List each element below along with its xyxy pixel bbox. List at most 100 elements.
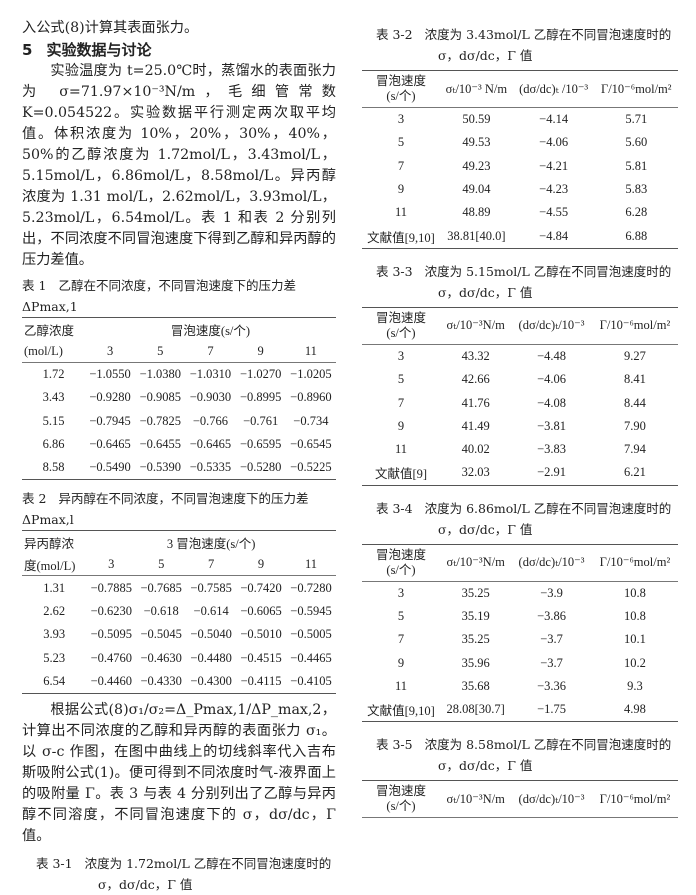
caption-text-line2: σ，dσ/dc，Γ 值 [438, 284, 533, 300]
caption-text: 异丙醇在不同浓度，不同冒泡速度下的压力差 ΔPmax,l [22, 491, 309, 528]
table-cell: −2.91 [537, 465, 567, 480]
caption-number: 表 3-1 [36, 855, 73, 871]
column-header: σₜ/10⁻³N/m [440, 307, 512, 345]
table-cell: 49.23 [462, 158, 491, 173]
table-cell: −0.761 [243, 413, 279, 428]
table-cell: 6.86 [42, 437, 65, 452]
table-row: 3 35.25 −3.9 10.8 [362, 581, 678, 605]
table-cell: −4.14 [539, 112, 569, 127]
table-cell: −0.5280 [239, 460, 282, 475]
table-body: 3 43.32 −4.48 9.27 5 42.66 −4.06 8.41 7 41.76 −4.0… [362, 344, 678, 485]
caption-number: 表 3-5 [376, 737, 413, 753]
table-cell: 9.3 [627, 678, 643, 693]
table-cell: −0.618 [143, 603, 179, 618]
table-header: 冒泡速度 (s/个) σₜ/10⁻³ N/m (dσ/dc)ₜ /10⁻³ Γ/10⁻… [362, 70, 678, 108]
column-header: Γ/10⁻⁶mol/m² [591, 544, 678, 582]
table-cell: 5 [397, 609, 405, 623]
table-row: 3 43.32 −4.48 9.27 [362, 344, 678, 368]
row-header: 异丙醇浓 [24, 536, 75, 551]
table-row: 文献值[9,10] 28.08[30.7] −1.75 4.98 [362, 698, 678, 722]
table-cell: 35.19 [461, 609, 490, 623]
column-header: (dσ/dc)ₜ/10⁻³ [511, 544, 592, 582]
table-cell: 9.27 [623, 348, 646, 363]
table-cell: −0.5335 [189, 460, 232, 475]
section-heading: 5 实验数据与讨论 [22, 39, 336, 61]
group-header: 冒泡速度(s/个) [170, 323, 251, 338]
table-body: 3 35.25 −3.9 10.8 5 35.19 −3.86 10.8 7 35.25 −3.7 1… [362, 581, 678, 722]
table-cell: 3.43 [42, 390, 65, 405]
table-row: 6.86 −0.6465 −0.6455 −0.6465 −0.6595 −0.6545 [22, 433, 336, 456]
table-1: 乙醇浓度 冒泡速度(s/个) (mol/L) 3 5 7 9 11 1.72 −1.0550 −1.… [22, 317, 336, 481]
column-header: 3 [86, 553, 137, 577]
table-3-5: 冒泡速度 (s/个) σₜ/10⁻³N/m (dσ/dc)ₜ/10⁻³ Γ/10⁻⁶m… [362, 780, 678, 819]
table-cell: −4.06 [539, 135, 569, 150]
table-cell: −0.6595 [239, 437, 282, 452]
table-cell: 32.03 [461, 465, 490, 480]
table-cell: 6.21 [623, 465, 646, 480]
table-row: 1.31 −0.7885 −0.7685 −0.7585 −0.7420 −0.7280 [22, 576, 336, 600]
table-cell: 28.08[30.7] [446, 702, 505, 717]
table-cell: 5.23 [43, 650, 66, 665]
caption-text: 乙醇在不同浓度，不同冒泡速度下的压力差 ΔPmax,1 [22, 278, 296, 314]
table-cell: 3 [397, 348, 405, 363]
table-cell: −4.08 [537, 395, 567, 410]
table-cell: −4.06 [537, 372, 567, 387]
table-row: 6.54 −0.4460 −0.4330 −0.4300 −0.4115 −0.4105 [22, 670, 336, 694]
table-2: 异丙醇浓 3 冒泡速度(s/个) 度(mol/L) 3 5 7 9 11 1.31 −0.7885… [22, 530, 336, 694]
caption-text-line2: σ，dσ/dc，Γ 值 [438, 758, 533, 774]
table-cell: 7.94 [623, 442, 646, 457]
caption-text: 浓度为 8.58mol/L 乙醇在不同冒泡速度时的 [424, 737, 672, 753]
table-cell: 35.25 [461, 632, 490, 647]
table-row: 11 48.89 −4.55 6.28 [362, 201, 678, 224]
table-cell: 4.98 [623, 702, 646, 717]
table-cell: −0.614 [193, 603, 229, 618]
table-cell: 35.68 [461, 678, 490, 693]
table-cell: −0.5010 [240, 627, 282, 642]
table-cell: −0.4105 [290, 673, 332, 688]
table-cell: 38.81[40.0] [447, 228, 506, 243]
header-row: (mol/L) 3 5 7 9 11 [22, 340, 336, 363]
table-3-2: 冒泡速度 (s/个) σₜ/10⁻³ N/m (dσ/dc)ₜ /10⁻³ Γ/10⁻… [362, 70, 678, 249]
table-cell: −0.6230 [90, 603, 132, 618]
header-row: 冒泡速度 (s/个) σₜ/10⁻³ N/m (dσ/dc)ₜ /10⁻³ Γ/10⁻… [362, 70, 678, 108]
table-cell: 49.53 [462, 135, 491, 150]
table-cell: 11 [394, 205, 408, 220]
table-cell: −0.7685 [140, 580, 182, 595]
table-cell: −0.6465 [89, 437, 131, 452]
table-cell: 7 [397, 395, 405, 410]
table-cell: −0.5225 [290, 460, 332, 475]
table-cell: −0.766 [192, 413, 229, 428]
table-cell: 2.62 [43, 603, 66, 618]
table-cell: −0.5045 [140, 627, 182, 642]
caption-text-line2: σ，dσ/dc，Γ 值 [438, 48, 533, 63]
caption-text-line2: σ，dσ/dc，Γ 值 [438, 521, 533, 537]
table-cell: −3.83 [537, 442, 567, 457]
table-cell: −1.0205 [290, 367, 332, 382]
table-row: 9 41.49 −3.81 7.90 [362, 415, 678, 438]
column-header: 9 [235, 340, 286, 363]
table-cell: 5.71 [625, 112, 648, 127]
header-row: 冒泡速度 (s/个) σₜ/10⁻³N/m (dσ/dc)ₜ/10⁻³ Γ/10⁻⁶m… [362, 307, 678, 345]
table-cell: 7.90 [623, 418, 646, 433]
table-cell: −0.7885 [90, 580, 132, 595]
table-cell: −0.5490 [89, 460, 131, 475]
column-header: Γ/10⁻⁶mol/m² [591, 780, 678, 819]
column-header: 冒泡速度 (s/个) [362, 307, 440, 345]
column-header: 11 [286, 553, 336, 577]
header-row: 冒泡速度 (s/个) σₜ/10⁻³N/m (dσ/dc)ₜ/10⁻³ Γ/10⁻⁶m… [362, 780, 678, 819]
table-caption: 表 3-2 浓度为 3.43mol/L 乙醇在不同冒泡速度时的 σ，dσ/dc，Γ … [362, 24, 678, 66]
table-cell: −3.36 [537, 678, 567, 693]
column-header: 冒泡速度 (s/个) [362, 544, 440, 582]
column-header: 7 [186, 553, 237, 577]
table-cell: −0.6065 [240, 603, 282, 618]
table-cell: −0.9030 [189, 390, 232, 405]
table-cell: 9 [397, 182, 405, 197]
caption-number: 表 3-3 [376, 263, 413, 279]
caption-number: 表 3-2 [376, 27, 413, 42]
table-cell: −3.7 [540, 655, 563, 670]
table-cell: 文献值[9,10] [367, 704, 435, 719]
section-title: 实验数据与讨论 [46, 41, 152, 59]
table-row: 7 35.25 −3.7 10.1 [362, 628, 678, 651]
column-header: (dσ/dc)ₜ/10⁻³ [511, 307, 592, 345]
table-cell: −3.9 [540, 585, 563, 600]
